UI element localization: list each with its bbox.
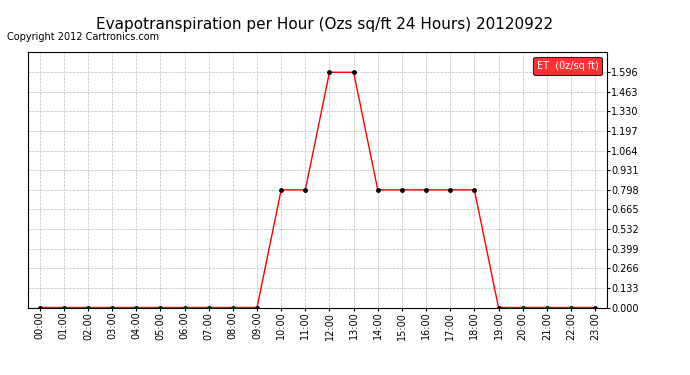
- Legend: ET  (0z/sq ft): ET (0z/sq ft): [533, 57, 602, 75]
- Text: Copyright 2012 Cartronics.com: Copyright 2012 Cartronics.com: [7, 32, 159, 42]
- Text: Evapotranspiration per Hour (Ozs sq/ft 24 Hours) 20120922: Evapotranspiration per Hour (Ozs sq/ft 2…: [96, 17, 553, 32]
